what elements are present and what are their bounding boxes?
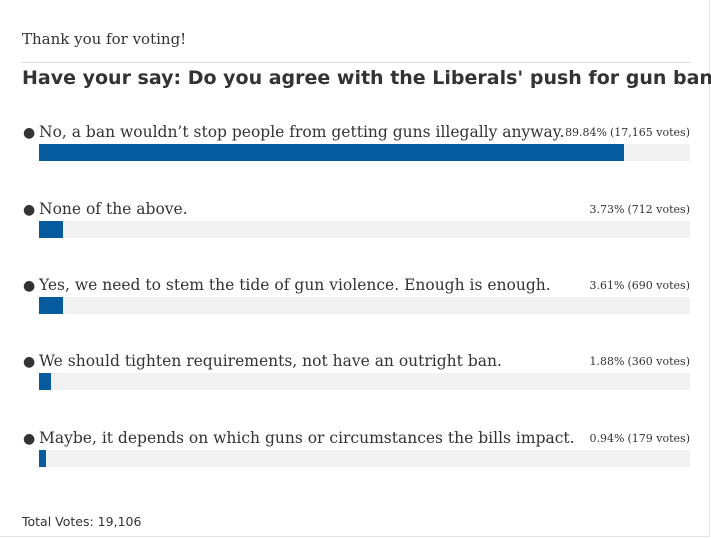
result-bar-track — [39, 221, 690, 238]
result-bar-fill — [39, 297, 63, 314]
answer-label: We should tighten requirements, not have… — [39, 352, 502, 370]
answer-stats: 3.61% (690 votes) — [590, 279, 690, 292]
result-bar-fill — [39, 450, 46, 467]
total-votes: Total Votes: 19,106 — [22, 514, 142, 529]
divider — [22, 62, 690, 63]
bullet-icon: ● — [23, 202, 36, 218]
poll-answer-3: ● Yes, we need to stem the tide of gun v… — [22, 276, 690, 321]
answer-votes: (17,165 votes) — [610, 126, 690, 139]
answer-votes: (360 votes) — [627, 355, 691, 368]
answer-percent: 89.84% — [565, 126, 608, 139]
thank-you-message: Thank you for voting! — [22, 30, 187, 48]
answer-votes: (690 votes) — [627, 279, 691, 292]
bullet-icon: ● — [23, 354, 36, 370]
answer-percent: 3.61% — [589, 279, 625, 292]
result-bar-track — [39, 450, 690, 467]
result-bar-fill — [39, 373, 52, 390]
poll-answer-2: ● None of the above. 3.73% (712 votes) — [22, 200, 690, 245]
answer-votes: (179 votes) — [627, 432, 691, 445]
answer-votes: (712 votes) — [627, 203, 691, 216]
answer-stats: 0.94% (179 votes) — [590, 432, 690, 445]
answer-label: None of the above. — [39, 200, 188, 218]
answer-label: Maybe, it depends on which guns or circu… — [39, 429, 575, 447]
result-bar-track — [39, 373, 690, 390]
answer-stats: 89.84% (17,165 votes) — [565, 126, 690, 139]
poll-answer-4: ● We should tighten requirements, not ha… — [22, 352, 690, 397]
poll-answer-1: ● No, a ban wouldn’t stop people from ge… — [22, 123, 690, 168]
bullet-icon: ● — [23, 125, 36, 141]
answer-percent: 3.73% — [589, 203, 625, 216]
bullet-icon: ● — [23, 278, 36, 294]
result-bar-track — [39, 297, 690, 314]
result-bar-fill — [39, 144, 624, 161]
answer-percent: 0.94% — [589, 432, 625, 445]
result-bar-track — [39, 144, 690, 161]
bullet-icon: ● — [23, 431, 36, 447]
poll-question: Have your say: Do you agree with the Lib… — [22, 67, 711, 89]
answer-stats: 3.73% (712 votes) — [590, 203, 690, 216]
answer-stats: 1.88% (360 votes) — [590, 355, 690, 368]
poll-answer-5: ● Maybe, it depends on which guns or cir… — [22, 429, 690, 474]
result-bar-fill — [39, 221, 64, 238]
answer-label: No, a ban wouldn’t stop people from gett… — [39, 123, 565, 141]
answer-percent: 1.88% — [589, 355, 625, 368]
answer-label: Yes, we need to stem the tide of gun vio… — [39, 276, 551, 294]
